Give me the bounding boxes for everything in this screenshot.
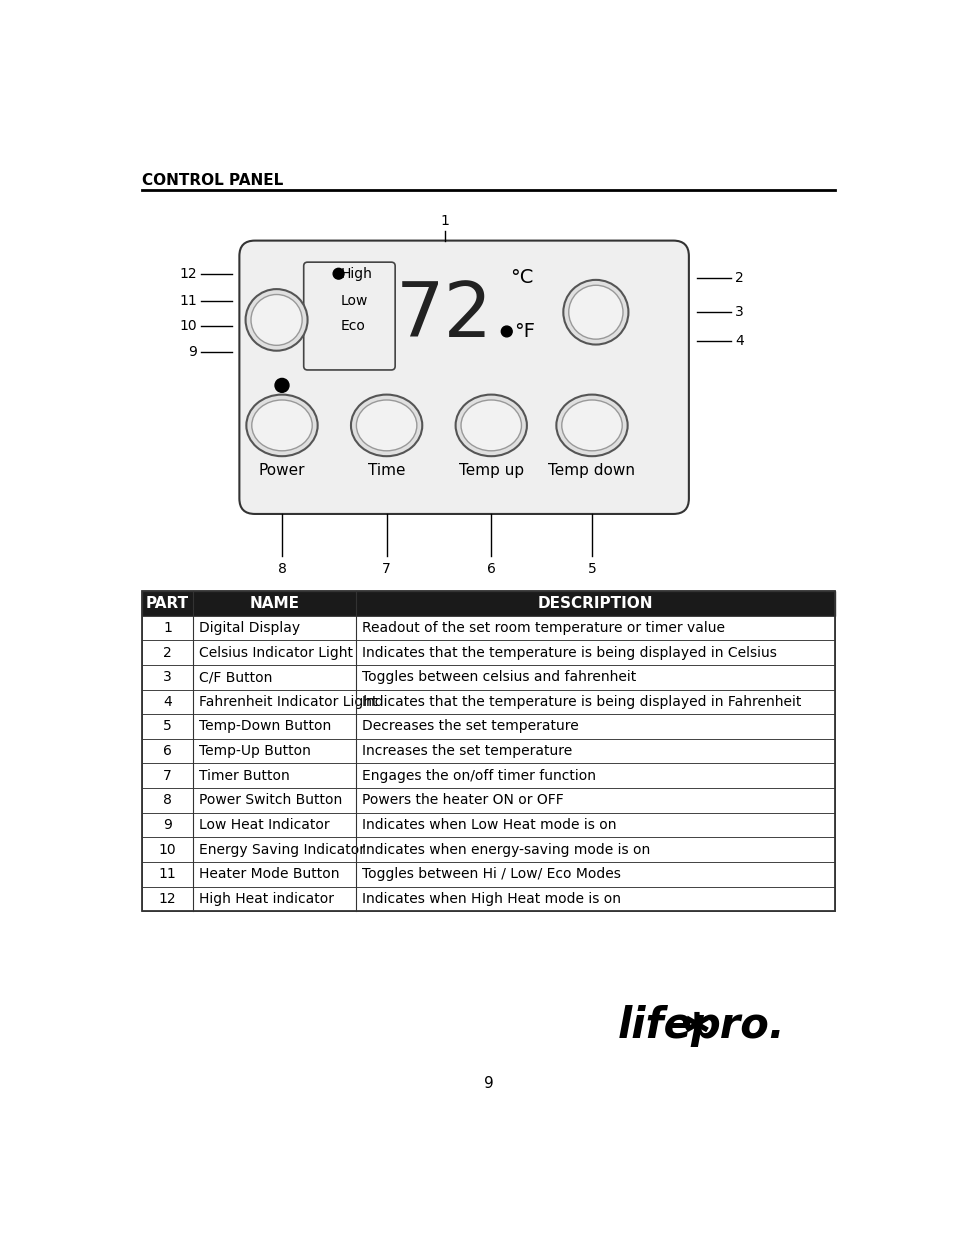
FancyBboxPatch shape bbox=[239, 241, 688, 514]
Bar bbox=[142, 813, 835, 837]
Text: 6: 6 bbox=[163, 745, 172, 758]
Ellipse shape bbox=[356, 400, 416, 451]
Text: Power Switch Button: Power Switch Button bbox=[199, 793, 342, 808]
Text: ✱: ✱ bbox=[682, 1009, 710, 1042]
Text: 2: 2 bbox=[163, 646, 172, 659]
Text: Toggles between celsius and fahrenheit: Toggles between celsius and fahrenheit bbox=[361, 671, 636, 684]
Text: 10: 10 bbox=[179, 319, 196, 333]
Text: Energy Saving Indicator: Energy Saving Indicator bbox=[199, 842, 365, 857]
Text: Temp down: Temp down bbox=[548, 463, 635, 478]
Bar bbox=[142, 837, 835, 862]
Text: Timer Button: Timer Button bbox=[199, 768, 290, 783]
Bar bbox=[142, 592, 835, 615]
Bar bbox=[142, 862, 835, 887]
Text: 12: 12 bbox=[159, 892, 176, 906]
Text: Indicates when Low Heat mode is on: Indicates when Low Heat mode is on bbox=[361, 818, 616, 832]
Bar bbox=[142, 592, 835, 911]
Text: 4: 4 bbox=[735, 333, 743, 348]
Bar bbox=[142, 763, 835, 788]
Text: High: High bbox=[340, 267, 373, 280]
Text: Engages the on/off timer function: Engages the on/off timer function bbox=[361, 768, 596, 783]
Text: Indicates when High Heat mode is on: Indicates when High Heat mode is on bbox=[361, 892, 620, 906]
Text: Readout of the set room temperature or timer value: Readout of the set room temperature or t… bbox=[361, 621, 724, 635]
Text: 5: 5 bbox=[163, 720, 172, 734]
Bar bbox=[142, 689, 835, 714]
Text: 7: 7 bbox=[382, 562, 391, 577]
Text: Fahrenheit Indicator Light: Fahrenheit Indicator Light bbox=[199, 695, 377, 709]
Circle shape bbox=[500, 326, 512, 337]
Text: Low: Low bbox=[340, 294, 368, 308]
Text: 11: 11 bbox=[179, 294, 196, 308]
Text: 1: 1 bbox=[440, 214, 449, 227]
Text: NAME: NAME bbox=[249, 595, 299, 611]
Text: 11: 11 bbox=[158, 867, 176, 882]
Text: Time: Time bbox=[368, 463, 405, 478]
Text: 12: 12 bbox=[179, 267, 196, 280]
Circle shape bbox=[568, 285, 622, 340]
Circle shape bbox=[245, 289, 307, 351]
Text: C/F Button: C/F Button bbox=[199, 671, 273, 684]
Ellipse shape bbox=[351, 395, 422, 456]
Text: 3: 3 bbox=[163, 671, 172, 684]
Text: Increases the set temperature: Increases the set temperature bbox=[361, 745, 572, 758]
Circle shape bbox=[562, 280, 628, 345]
Bar bbox=[142, 739, 835, 763]
Text: 2: 2 bbox=[735, 270, 743, 284]
Ellipse shape bbox=[252, 400, 312, 451]
Ellipse shape bbox=[246, 395, 317, 456]
FancyBboxPatch shape bbox=[303, 262, 395, 370]
Bar bbox=[142, 664, 835, 689]
Text: 3: 3 bbox=[735, 305, 743, 319]
Text: CONTROL PANEL: CONTROL PANEL bbox=[142, 173, 283, 188]
Circle shape bbox=[333, 268, 344, 279]
Ellipse shape bbox=[556, 395, 627, 456]
Bar bbox=[142, 788, 835, 813]
Text: 8: 8 bbox=[277, 562, 286, 577]
Bar bbox=[142, 615, 835, 640]
Text: Temp-Down Button: Temp-Down Button bbox=[199, 720, 331, 734]
Circle shape bbox=[274, 378, 289, 393]
Text: High Heat indicator: High Heat indicator bbox=[199, 892, 334, 906]
Text: PART: PART bbox=[146, 595, 189, 611]
Text: DESCRIPTION: DESCRIPTION bbox=[537, 595, 653, 611]
Text: 7: 7 bbox=[163, 768, 172, 783]
Ellipse shape bbox=[456, 395, 526, 456]
Text: Temp up: Temp up bbox=[458, 463, 523, 478]
Text: Celsius Indicator Light: Celsius Indicator Light bbox=[199, 646, 353, 659]
Text: 5: 5 bbox=[587, 562, 596, 577]
Text: Indicates that the temperature is being displayed in Fahrenheit: Indicates that the temperature is being … bbox=[361, 695, 801, 709]
Text: 6: 6 bbox=[486, 562, 496, 577]
Text: Indicates when energy-saving mode is on: Indicates when energy-saving mode is on bbox=[361, 842, 649, 857]
Ellipse shape bbox=[460, 400, 521, 451]
Text: pro.: pro. bbox=[690, 1005, 784, 1047]
Text: 9: 9 bbox=[163, 818, 172, 832]
Text: Powers the heater ON or OFF: Powers the heater ON or OFF bbox=[361, 793, 563, 808]
Text: Low Heat Indicator: Low Heat Indicator bbox=[199, 818, 330, 832]
Text: 4: 4 bbox=[163, 695, 172, 709]
Bar bbox=[142, 887, 835, 911]
Text: Indicates that the temperature is being displayed in Celsius: Indicates that the temperature is being … bbox=[361, 646, 776, 659]
Text: Decreases the set temperature: Decreases the set temperature bbox=[361, 720, 578, 734]
Text: Digital Display: Digital Display bbox=[199, 621, 300, 635]
Text: Heater Mode Button: Heater Mode Button bbox=[199, 867, 339, 882]
Text: life: life bbox=[618, 1005, 692, 1047]
Text: 8: 8 bbox=[163, 793, 172, 808]
Ellipse shape bbox=[561, 400, 621, 451]
Text: Toggles between Hi / Low/ Eco Modes: Toggles between Hi / Low/ Eco Modes bbox=[361, 867, 620, 882]
Text: °C: °C bbox=[510, 268, 534, 287]
Text: Power: Power bbox=[258, 463, 305, 478]
Circle shape bbox=[251, 294, 302, 346]
Text: 72: 72 bbox=[395, 279, 493, 353]
Text: 9: 9 bbox=[483, 1076, 494, 1092]
Bar bbox=[142, 640, 835, 664]
Text: 9: 9 bbox=[188, 346, 196, 359]
Text: °F: °F bbox=[514, 322, 535, 341]
Text: 10: 10 bbox=[159, 842, 176, 857]
Text: Eco: Eco bbox=[340, 319, 365, 333]
Text: Temp-Up Button: Temp-Up Button bbox=[199, 745, 311, 758]
Text: 1: 1 bbox=[163, 621, 172, 635]
Bar bbox=[142, 714, 835, 739]
